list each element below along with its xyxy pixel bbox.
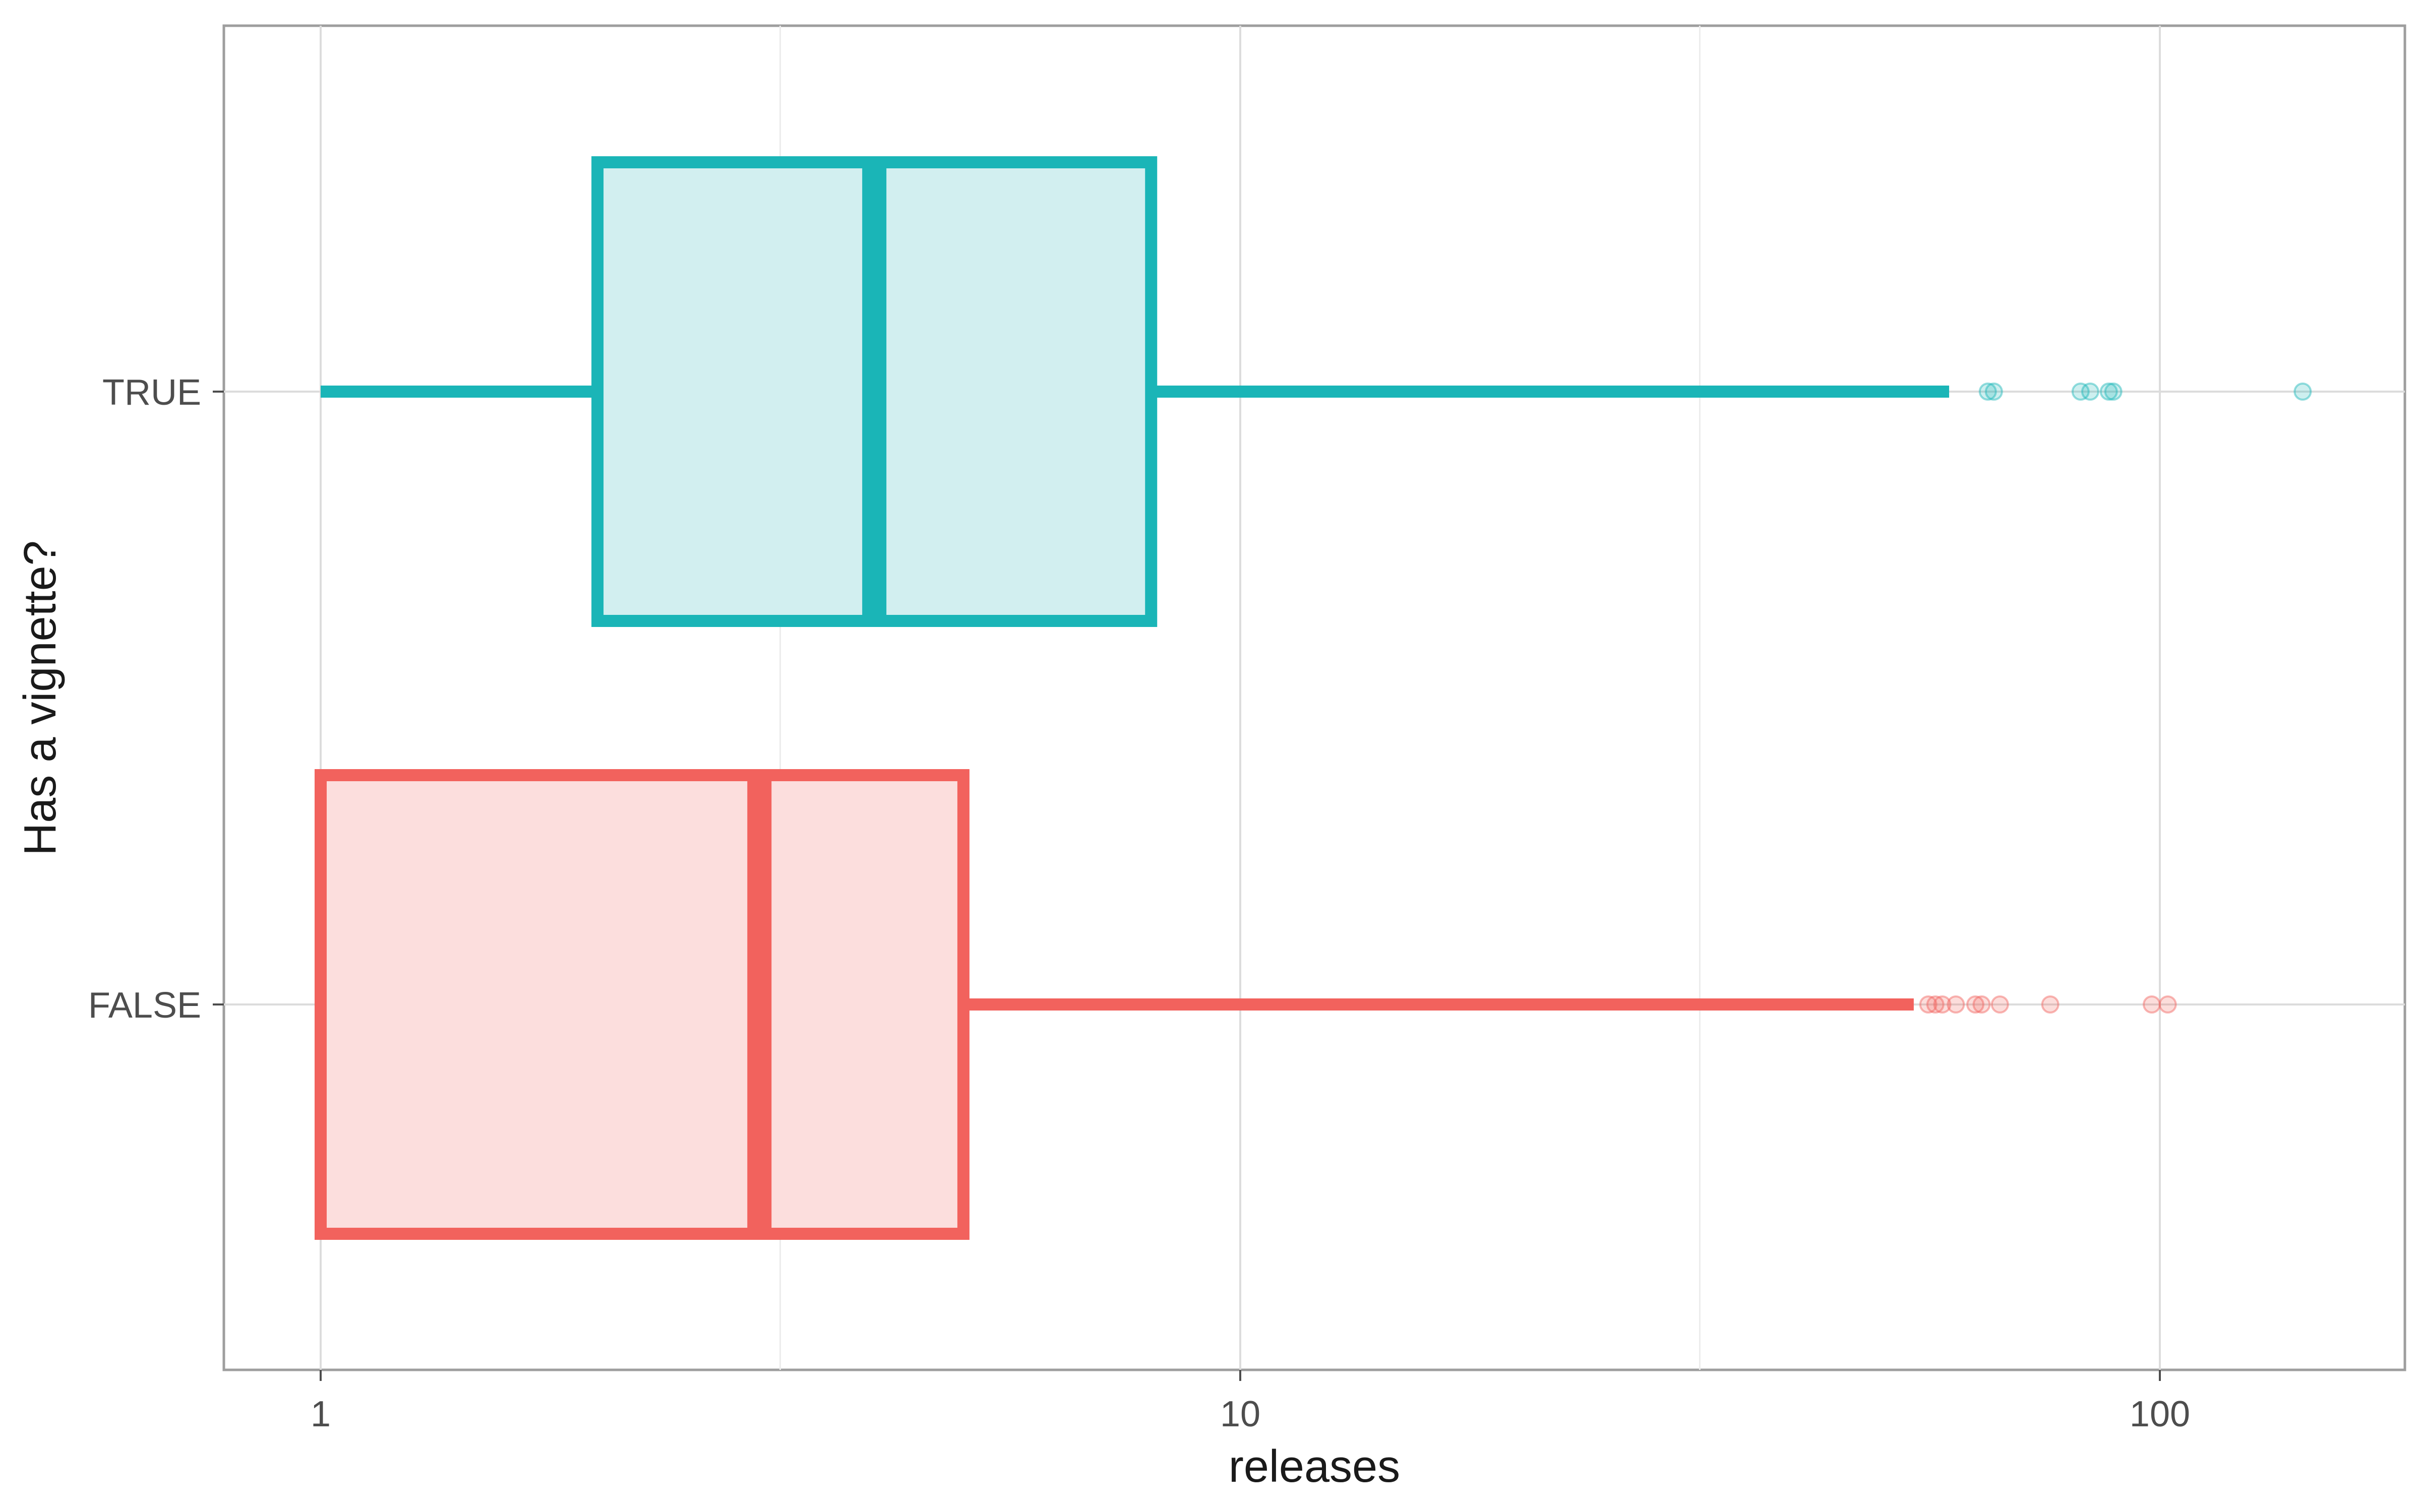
outlier-point	[1972, 995, 1991, 1014]
outlier-point	[2158, 995, 2177, 1014]
y-tick-label: FALSE	[88, 985, 201, 1026]
y-tick-label: TRUE	[102, 372, 201, 413]
tick-layer: 1 10 100 TRUE FALSE	[88, 372, 2190, 1434]
iqr-box	[315, 769, 970, 1240]
box-layer	[315, 156, 2312, 1240]
outlier-point	[2071, 383, 2090, 401]
outlier-point	[2099, 383, 2118, 401]
outlier-point	[1926, 995, 1945, 1014]
box-group-true	[321, 156, 2312, 627]
outlier-point	[2081, 383, 2099, 401]
outlier-point	[1933, 995, 1952, 1014]
outlier-point	[1990, 995, 2009, 1014]
outlier-point	[2293, 383, 2312, 401]
outlier-point	[1984, 383, 2003, 401]
box-group-false	[315, 769, 2177, 1240]
x-axis-title: releases	[1229, 1441, 1400, 1492]
outlier-point	[1919, 995, 1938, 1014]
outlier-point	[2142, 995, 2161, 1014]
outlier-point	[1966, 995, 1984, 1014]
x-tick-label: 1	[311, 1394, 331, 1434]
outlier-point	[1978, 383, 1997, 401]
plot-panel-border	[222, 24, 2406, 1371]
outlier-point	[2104, 383, 2123, 401]
x-tick-label: 10	[1220, 1394, 1260, 1434]
outlier-point	[2041, 995, 2060, 1014]
y-axis-title: Has a vignette?	[15, 540, 66, 855]
outlier-point	[1947, 995, 1965, 1014]
x-tick-label: 100	[2130, 1394, 2190, 1434]
